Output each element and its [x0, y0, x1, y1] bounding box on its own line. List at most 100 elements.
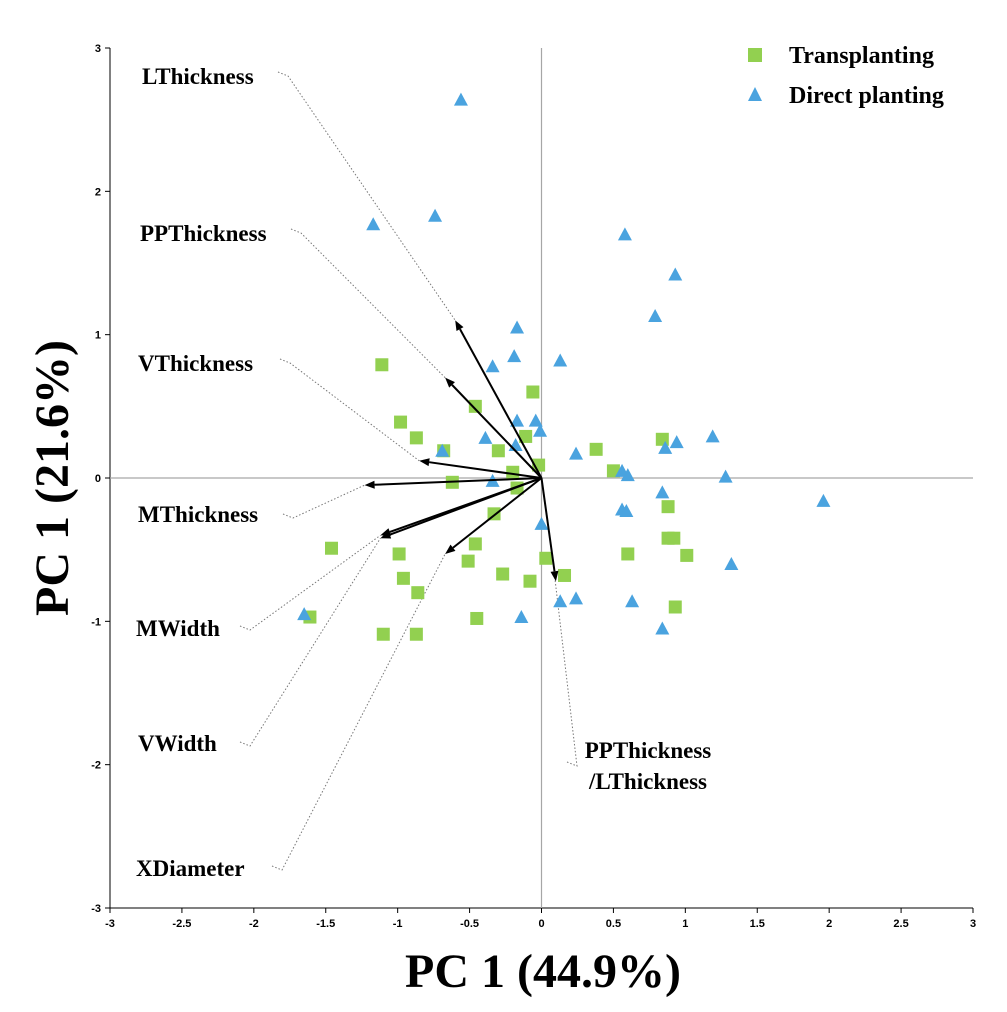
direct-planting-point [620, 468, 635, 482]
vwidth-label: VWidth [138, 731, 217, 756]
x-axis-title: PC 1 (44.9%) [405, 945, 681, 998]
x-tick-label: -0.5 [460, 918, 479, 930]
x-tick-label: 3 [970, 918, 976, 930]
transplanting-point [396, 571, 410, 585]
transplanting-point [655, 432, 669, 446]
direct-planting-point [569, 446, 584, 460]
direct-planting-point [617, 227, 632, 241]
direct-planting-point [724, 557, 739, 570]
direct-planting-point [297, 607, 312, 621]
transplanting-point [491, 444, 505, 458]
transplanting-point [519, 429, 533, 443]
direct-planting-point [569, 591, 584, 605]
x-tick-label: 0 [538, 918, 544, 930]
ppthickness-lthickness-vector [540, 477, 556, 572]
vwidth-vector [389, 477, 542, 536]
y-tick-label: 2 [95, 186, 101, 198]
transplanting-point [409, 431, 423, 445]
transplanting-point [539, 551, 553, 565]
ppthickness-lthickness-arrowhead [550, 570, 559, 582]
y-tick-label: -1 [91, 616, 101, 628]
ppthickness-label: PPThickness [140, 221, 267, 246]
direct-planting-point [366, 217, 381, 231]
transplanting-point [376, 627, 390, 641]
direct-planting-point [485, 359, 500, 373]
x-tick-label: -1.5 [316, 918, 335, 930]
vthickness-vector [429, 461, 542, 479]
xdiameter-leader-line [271, 553, 446, 871]
x-tick-label: -2.5 [172, 918, 191, 930]
legend: Transplanting Direct planting [748, 43, 944, 109]
transplanting-point [468, 537, 482, 551]
transplanting-point [667, 531, 681, 545]
x-tick-label: 2 [826, 918, 832, 930]
direct-planting-point [514, 610, 529, 624]
transplanting-point [526, 385, 540, 399]
xdiameter-arrowhead [445, 544, 456, 554]
y-tick-label: 0 [95, 473, 101, 485]
direct-planting-point [655, 485, 670, 499]
xdiameter-label: XDiameter [136, 856, 245, 881]
direct-planting-point [553, 594, 568, 608]
transplanting-point [661, 500, 675, 514]
ppthickness-arrowhead [445, 377, 455, 388]
transplanting-point [409, 627, 423, 641]
vwidth-arrowhead [380, 530, 392, 539]
legend-transplanting-label: Transplanting [789, 43, 934, 69]
mwidth-label: MWidth [136, 616, 220, 641]
transplanting-point [470, 611, 484, 625]
lthickness-arrowhead [455, 320, 464, 332]
y-tick-label: 3 [95, 43, 101, 55]
lthickness-label: LThickness [142, 64, 254, 89]
direct-planting-point [655, 621, 670, 635]
lthickness-vector [459, 328, 543, 479]
mwidth-leader-line [239, 534, 381, 631]
ppthickness-vector [451, 384, 543, 479]
y-tick-label: 1 [95, 330, 101, 342]
x-tick-label: 1 [682, 918, 688, 930]
direct-planting-point [625, 594, 640, 608]
direct-planting-point [435, 443, 450, 457]
direct-planting-point [668, 267, 683, 281]
transplanting-point [523, 574, 537, 588]
direct-planting-point [428, 208, 443, 222]
x-tick-label: -3 [105, 918, 115, 930]
direct-planting-point [528, 413, 543, 427]
direct-planting-point [816, 493, 831, 507]
direct-planting-point [533, 423, 548, 437]
legend-direct-planting-label: Direct planting [789, 83, 944, 109]
ppthickness-lthickness-leader-line [551, 550, 578, 767]
direct-planting-point [478, 430, 493, 444]
y-tick-label: -3 [91, 903, 101, 915]
transplanting-point [461, 554, 475, 568]
transplanting-point [394, 415, 408, 429]
vthickness-arrowhead [419, 458, 430, 467]
direct-planting-point [619, 503, 634, 517]
ppthickness-lthickness-label: /LThickness [588, 769, 707, 794]
transplanting-point [558, 568, 572, 582]
transplanting-point [468, 399, 482, 413]
data-points [297, 92, 831, 641]
x-tick-label: 2.5 [893, 918, 908, 930]
direct-planting-point [658, 440, 673, 454]
lthickness-leader-line [277, 71, 456, 321]
transplanting-point [589, 442, 603, 456]
transplanting-point [506, 465, 520, 479]
ppthickness-lthickness-label: PPThickness [585, 738, 712, 763]
direct-planting-point [534, 516, 549, 530]
direct-planting-point [510, 320, 525, 334]
direct-planting-point [510, 413, 525, 427]
vwidth-leader-line [239, 537, 381, 747]
direct-planting-point [705, 429, 720, 443]
transplanting-point [680, 548, 694, 562]
mthickness-label: MThickness [138, 502, 258, 527]
vector-labels: LThickness PPThickness VThickness MThicknes… [136, 64, 711, 881]
x-tick-label: -1 [393, 918, 403, 930]
legend-transplanting-marker [748, 48, 762, 62]
loading-vectors [364, 320, 559, 582]
label-leader-lines [239, 71, 578, 871]
transplanting-point [668, 600, 682, 614]
transplanting-point [621, 547, 635, 561]
direct-planting-point [648, 309, 663, 323]
